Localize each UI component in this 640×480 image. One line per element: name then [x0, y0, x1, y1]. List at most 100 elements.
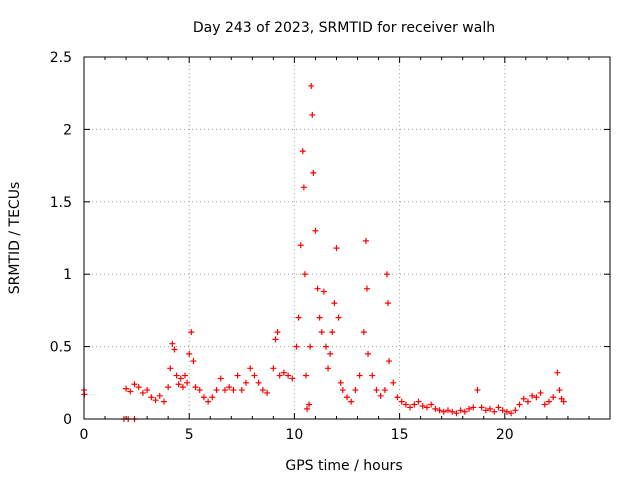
data-point [560, 398, 567, 405]
data-point [302, 372, 309, 379]
data-point [293, 343, 300, 350]
data-point [487, 405, 494, 412]
data-point [264, 389, 271, 396]
data-point [444, 407, 451, 414]
data-point [312, 227, 319, 234]
data-point [383, 271, 390, 278]
data-point [307, 343, 314, 350]
data-point [123, 385, 130, 392]
data-point [415, 398, 422, 405]
data-point [295, 314, 302, 321]
data-point [152, 397, 159, 404]
data-point [230, 387, 237, 394]
data-point [285, 372, 292, 379]
data-point [337, 379, 344, 386]
data-point [333, 245, 340, 252]
data-point [373, 387, 380, 394]
data-point [272, 336, 279, 343]
data-point [270, 365, 277, 372]
data-point [127, 388, 134, 395]
data-point [482, 407, 489, 414]
data-point [318, 329, 325, 336]
data-point [179, 384, 186, 391]
data-point [169, 340, 176, 347]
data-point [363, 285, 370, 292]
data-point [499, 407, 506, 414]
data-point [550, 394, 557, 401]
data-point [556, 387, 563, 394]
data-point [186, 350, 193, 357]
data-point [301, 271, 308, 278]
data-point [516, 401, 523, 408]
data-point [503, 408, 510, 415]
data-point [440, 408, 447, 415]
data-point [339, 387, 346, 394]
data-point [520, 395, 527, 402]
data-point [190, 358, 197, 365]
data-point [167, 365, 174, 372]
data-point [304, 405, 311, 412]
data-point [356, 372, 363, 379]
data-point [348, 398, 355, 405]
data-point [365, 350, 372, 357]
data-points [81, 82, 567, 422]
data-point [175, 381, 182, 388]
data-point [280, 369, 287, 376]
data-point [411, 401, 418, 408]
data-point [495, 404, 502, 411]
data-point [221, 387, 228, 394]
data-point [394, 394, 401, 401]
data-point [217, 375, 224, 382]
data-point [209, 394, 216, 401]
data-point [309, 111, 316, 118]
axis-tick-labels: 0 5 10 15 20 0 0.5 1 1.5 2 2.5 [50, 50, 514, 443]
data-point [259, 387, 266, 394]
data-point [385, 300, 392, 307]
data-point [247, 365, 254, 372]
data-point [243, 379, 250, 386]
x-axis-label: GPS time / hours [285, 458, 402, 474]
data-point [306, 401, 313, 408]
data-point [529, 392, 536, 399]
y-axis-label: SRMTID / TECUs [7, 182, 23, 295]
data-point [419, 402, 426, 409]
data-point [255, 379, 262, 386]
data-point [299, 148, 306, 155]
chart-title: Day 243 of 2023, SRMTID for receiver wal… [193, 20, 495, 36]
data-point [432, 405, 439, 412]
y-tick-label: 2.5 [50, 50, 72, 66]
data-point [470, 404, 477, 411]
data-point [308, 82, 315, 89]
data-point [316, 314, 323, 321]
data-point [274, 329, 281, 336]
x-tick-label: 5 [185, 427, 194, 443]
data-point [139, 389, 146, 396]
data-point [310, 169, 317, 176]
data-point [144, 387, 151, 394]
data-point [524, 398, 531, 405]
y-tick-label: 0 [63, 412, 72, 428]
data-point [407, 404, 414, 411]
data-point [541, 401, 548, 408]
data-point [381, 387, 388, 394]
data-point [177, 375, 184, 382]
data-point [238, 387, 245, 394]
data-point [466, 405, 473, 412]
data-point [545, 398, 552, 405]
data-point [300, 184, 307, 191]
data-point [320, 288, 327, 295]
x-tick-label: 15 [391, 427, 409, 443]
data-point [331, 300, 338, 307]
data-point [554, 369, 561, 376]
data-point [289, 375, 296, 382]
data-point [335, 314, 342, 321]
x-tick-label: 0 [80, 427, 89, 443]
data-point [329, 329, 336, 336]
data-point [512, 407, 519, 414]
data-point [453, 410, 460, 417]
data-point [436, 407, 443, 414]
data-point [508, 410, 515, 417]
grid-layer [84, 57, 610, 419]
data-point [322, 343, 329, 350]
x-tick-label: 20 [496, 427, 514, 443]
